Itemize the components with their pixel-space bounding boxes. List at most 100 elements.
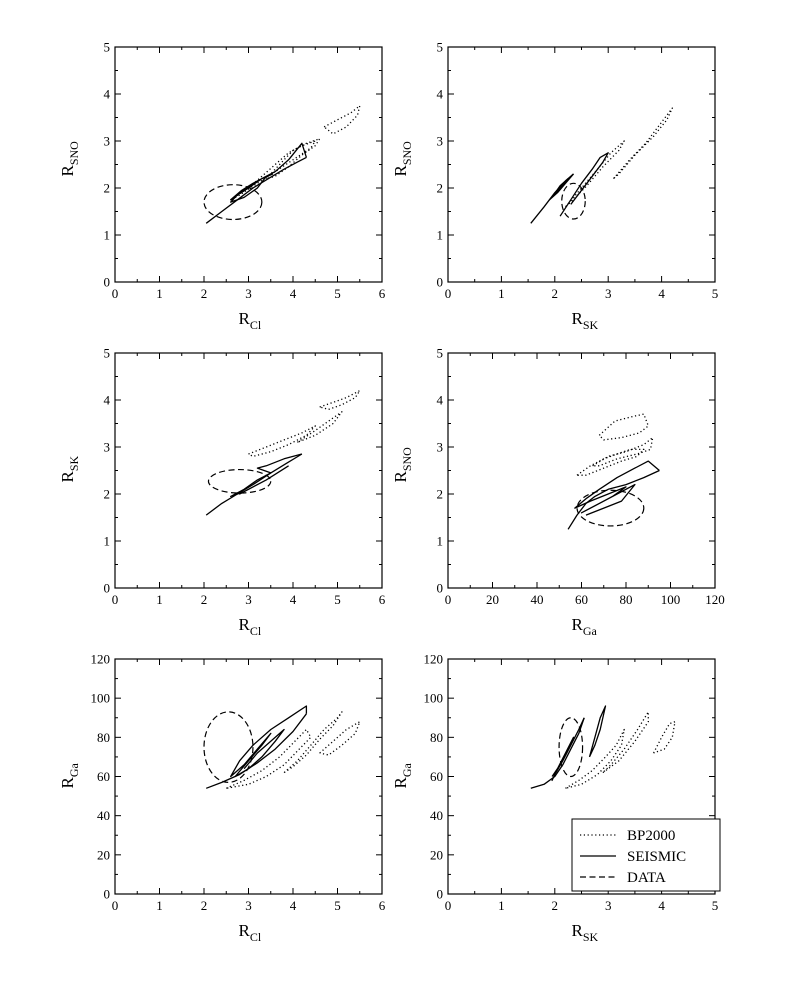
x-tick-label: 0 [445, 592, 452, 607]
plot-frame [447, 352, 716, 589]
y-axis-label: RSNO [391, 447, 414, 483]
y-axis-label-sub: SNO [67, 141, 81, 165]
x-axis-label-sub: Cl [250, 930, 262, 944]
x-tick-label: 3 [245, 286, 252, 301]
x-axis-label: RGa [572, 615, 598, 638]
bp2000-series-line [653, 721, 676, 754]
seismic-series-line [551, 717, 585, 782]
seismic-series-line [205, 156, 307, 224]
seismic-series-line [559, 152, 609, 217]
bp2000-series-line [248, 425, 316, 458]
x-axis-label-sub: Cl [250, 318, 262, 332]
y-tick-label: 0 [437, 887, 444, 902]
y-tick-label: 5 [437, 40, 444, 55]
x-tick-label: 120 [705, 592, 725, 607]
y-axis-label-sub: SNO [400, 447, 414, 471]
x-tick-label: 40 [531, 592, 544, 607]
x-axis-label: RCl [239, 309, 262, 332]
x-tick-label: 5 [712, 898, 719, 913]
y-tick-label: 100 [91, 691, 111, 706]
x-tick-label: 6 [379, 592, 386, 607]
legend-label-bp2000: BP2000 [627, 828, 675, 844]
y-tick-label: 1 [437, 534, 444, 549]
x-tick-label: 60 [575, 592, 588, 607]
bp2000-series-line [283, 711, 343, 774]
y-tick-label: 5 [104, 346, 111, 361]
x-tick-label: 2 [201, 898, 208, 913]
x-tick-label: 2 [552, 898, 559, 913]
legend-label-seismic: SEISMIC [627, 849, 686, 865]
x-tick-label: 3 [605, 898, 612, 913]
x-tick-label: 3 [245, 592, 252, 607]
x-tick-label: 0 [445, 286, 452, 301]
x-tick-label: 4 [290, 592, 297, 607]
plot-area [205, 389, 361, 516]
x-tick-label: 1 [156, 898, 163, 913]
y-tick-label: 20 [430, 847, 443, 862]
y-tick-label: 0 [104, 275, 111, 290]
x-tick-label: 5 [334, 592, 341, 607]
y-tick-label: 120 [91, 652, 111, 667]
y-tick-label: 0 [104, 581, 111, 596]
x-tick-label: 1 [498, 898, 505, 913]
bp2000-series-line [230, 140, 316, 201]
y-axis-label: RGa [391, 762, 414, 788]
x-tick-label: 6 [379, 286, 386, 301]
y-tick-label: 40 [430, 808, 443, 823]
data-contour-ellipse [207, 468, 272, 494]
seismic-series-line [530, 717, 585, 789]
bp2000-series-line [598, 413, 649, 441]
x-tick-label: 0 [112, 898, 119, 913]
x-axis-label-sub: Ga [583, 624, 598, 638]
y-tick-label: 3 [104, 134, 111, 149]
y-axis-label: RSK [58, 455, 81, 482]
bp2000-series-line [323, 105, 361, 135]
bp2000-series-line [226, 728, 312, 789]
x-tick-label: 1 [156, 286, 163, 301]
data-contour-ellipse [203, 184, 263, 221]
y-tick-label: 80 [430, 730, 443, 745]
plot-area [567, 413, 660, 530]
y-axis-label: RSNO [58, 141, 81, 177]
y-axis-label-sub: SNO [400, 141, 414, 165]
x-tick-label: 6 [379, 898, 386, 913]
x-axis-label: RSK [572, 921, 599, 944]
bp2000-series-line [319, 389, 361, 411]
x-tick-label: 100 [661, 592, 681, 607]
data-contour-ellipse [558, 717, 584, 778]
plot-area [203, 105, 361, 224]
y-axis-label: RGa [58, 762, 81, 788]
seismic-series-line [230, 705, 308, 778]
y-tick-label: 5 [104, 40, 111, 55]
plot-area [530, 705, 676, 789]
panel-1: 0 1 2 3 4 5 6 0 1 2 3 4 5 RCl RSNO [58, 40, 386, 333]
x-axis-label-sub: SK [583, 930, 599, 944]
y-tick-label: 2 [437, 487, 444, 502]
x-axis-label-sub: SK [583, 318, 599, 332]
plot-frame [447, 46, 716, 283]
x-axis-label-sub: Cl [250, 624, 262, 638]
y-tick-label: 1 [104, 228, 111, 243]
panel-3: 0 1 2 3 4 5 6 0 1 2 3 4 5 RCl RSK [58, 346, 386, 639]
y-tick-label: 1 [437, 228, 444, 243]
x-tick-label: 2 [552, 286, 559, 301]
y-tick-label: 4 [437, 393, 444, 408]
bp2000-series-line [592, 436, 654, 467]
y-tick-label: 100 [424, 691, 444, 706]
y-axis-label-sub: SK [67, 455, 81, 471]
y-tick-label: 3 [437, 134, 444, 149]
x-axis-label: RCl [239, 615, 262, 638]
panel-2: 0 1 2 3 4 5 0 1 2 3 4 5 RSK RSNO [391, 40, 718, 333]
y-tick-label: 0 [437, 581, 444, 596]
y-tick-label: 0 [437, 275, 444, 290]
x-tick-label: 3 [245, 898, 252, 913]
y-tick-label: 60 [97, 769, 110, 784]
bp2000-series-line [576, 448, 645, 476]
y-tick-label: 2 [104, 487, 111, 502]
plot-area [530, 107, 673, 224]
seismic-series-line [230, 453, 303, 498]
y-tick-label: 2 [437, 181, 444, 196]
x-tick-label: 80 [620, 592, 633, 607]
seismic-series-line [548, 173, 574, 201]
